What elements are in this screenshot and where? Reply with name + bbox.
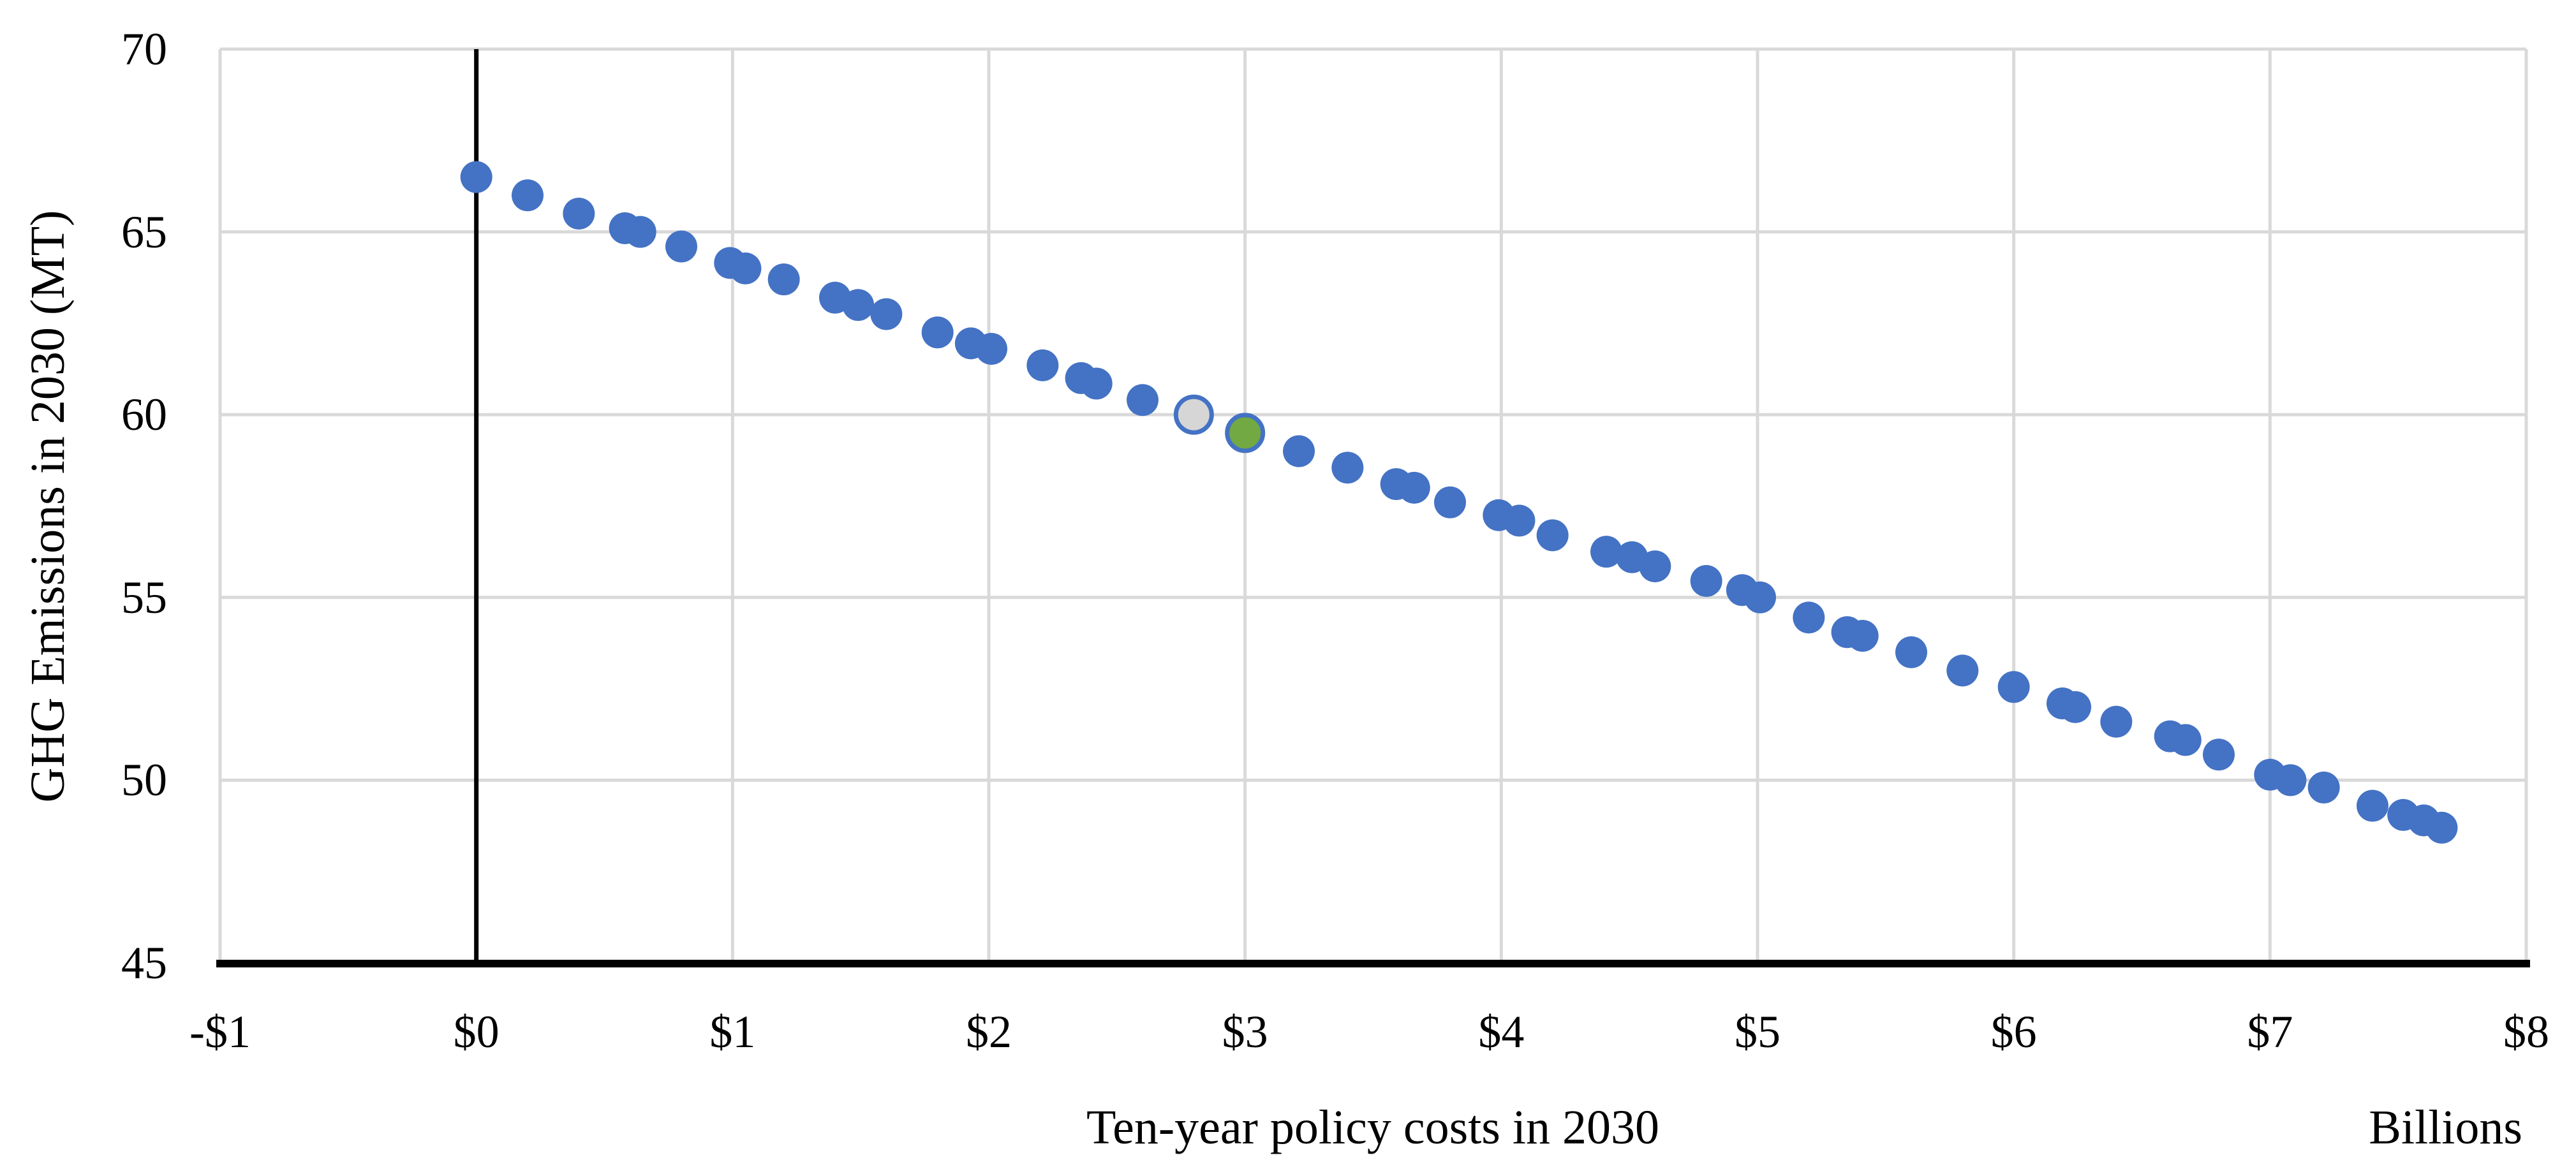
- data-point: [921, 316, 954, 349]
- y-tick-label: 50: [121, 754, 167, 806]
- data-point: [2059, 691, 2092, 723]
- data-point: [842, 289, 875, 321]
- data-point: [2203, 738, 2235, 771]
- data-point: [1026, 349, 1059, 381]
- x-tick-label: $4: [1478, 1006, 1525, 1057]
- data-point: [1434, 486, 1466, 518]
- data-point: [2425, 811, 2458, 844]
- data-point: [460, 161, 492, 193]
- data-point: [870, 298, 903, 330]
- x-tick-label: $6: [1990, 1006, 2037, 1057]
- data-point: [624, 216, 656, 248]
- data-point: [1997, 671, 2030, 703]
- data-point: [1895, 636, 1927, 668]
- data-point: [1127, 384, 1158, 416]
- highlighted-scenario-green: [1225, 413, 1266, 453]
- data-point: [2274, 764, 2307, 797]
- data-point: [2307, 771, 2340, 804]
- data-point: [1690, 565, 1722, 598]
- x-tick-label: $2: [966, 1006, 1012, 1057]
- x-tick-label: $3: [1222, 1006, 1268, 1057]
- y-axis-title: GHG Emissions in 2030 (MT): [21, 210, 75, 803]
- y-tick-label: 70: [121, 24, 167, 75]
- data-point: [1503, 504, 1536, 537]
- x-axis-title: Ten-year policy costs in 2030: [1086, 1101, 1660, 1154]
- x-tick-label: $0: [453, 1006, 500, 1057]
- data-point: [975, 333, 1008, 365]
- x-tick-label: $7: [2247, 1006, 2293, 1057]
- data-point: [2169, 724, 2202, 756]
- highlighted-scenario-gray: [1173, 394, 1214, 435]
- data-point: [1331, 452, 1364, 484]
- data-point: [2100, 705, 2133, 738]
- data-point: [2357, 789, 2388, 822]
- data-point: [1398, 471, 1430, 504]
- data-point: [665, 230, 697, 263]
- x-tick-label: $5: [1735, 1006, 1780, 1057]
- data-point: [767, 263, 800, 296]
- data-point: [1793, 601, 1825, 634]
- data-point: [563, 197, 595, 230]
- y-tick-label: 65: [121, 206, 167, 258]
- x-tick-label: $1: [709, 1006, 756, 1057]
- data-point: [1946, 654, 1979, 687]
- y-tick-label: 45: [121, 937, 167, 988]
- data-point: [1283, 435, 1315, 467]
- data-point: [729, 252, 762, 284]
- data-point: [1536, 519, 1569, 552]
- data-point: [1639, 550, 1671, 583]
- data-point: [512, 179, 544, 212]
- y-tick-label: 55: [121, 571, 167, 623]
- x-tick-label: -$1: [189, 1006, 251, 1057]
- data-point: [1080, 367, 1113, 400]
- data-point: [1590, 536, 1623, 568]
- data-point: [1846, 619, 1879, 652]
- y-tick-label: 60: [121, 389, 167, 441]
- data-point: [1744, 581, 1777, 613]
- x-axis-units-label: Billions: [2369, 1101, 2522, 1154]
- x-tick-label: $8: [2503, 1006, 2549, 1057]
